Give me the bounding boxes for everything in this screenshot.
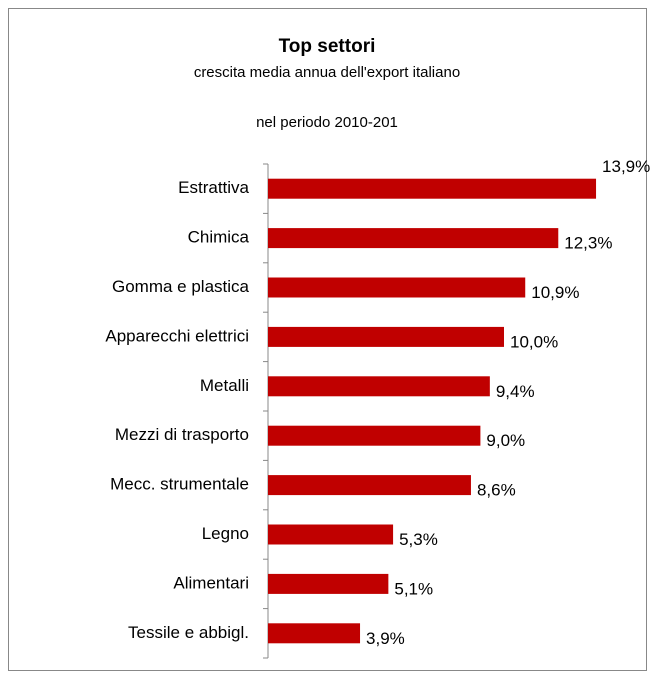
bar <box>268 425 481 446</box>
category-label: Mecc. strumentale <box>110 475 249 494</box>
category-label: Alimentari <box>173 573 249 592</box>
value-label: 9,0% <box>486 431 525 450</box>
bar <box>268 475 471 496</box>
bar <box>268 376 490 397</box>
category-label: Apparecchi elettrici <box>105 326 249 345</box>
bar <box>268 573 389 594</box>
category-label: Gomma e plastica <box>112 277 250 296</box>
category-label: Chimica <box>188 228 250 247</box>
bar <box>268 277 526 298</box>
chart-title: Top settori <box>279 36 376 57</box>
bar <box>268 623 361 644</box>
value-label: 12,3% <box>564 234 612 253</box>
category-label: Metalli <box>200 376 249 395</box>
value-label: 5,1% <box>394 579 433 598</box>
bar <box>268 326 504 347</box>
category-label: Legno <box>202 524 249 543</box>
value-label: 3,9% <box>366 629 405 648</box>
value-label: 8,6% <box>477 481 516 500</box>
chart-subtitle: crescita media annua dell'export italian… <box>194 64 460 81</box>
category-label: Mezzi di trasporto <box>115 425 249 444</box>
bar <box>268 178 597 199</box>
category-label: Tessile e abbigl. <box>128 623 249 642</box>
category-label: Estrattiva <box>178 178 249 197</box>
value-label: 13,9% <box>602 157 650 176</box>
value-label: 5,3% <box>399 530 438 549</box>
chart-subtitle: nel periodo 2010-201 <box>256 114 398 131</box>
bar <box>268 524 394 545</box>
value-label: 9,4% <box>496 382 535 401</box>
bar <box>268 228 559 249</box>
value-label: 10,9% <box>531 283 579 302</box>
value-label: 10,0% <box>510 332 558 351</box>
